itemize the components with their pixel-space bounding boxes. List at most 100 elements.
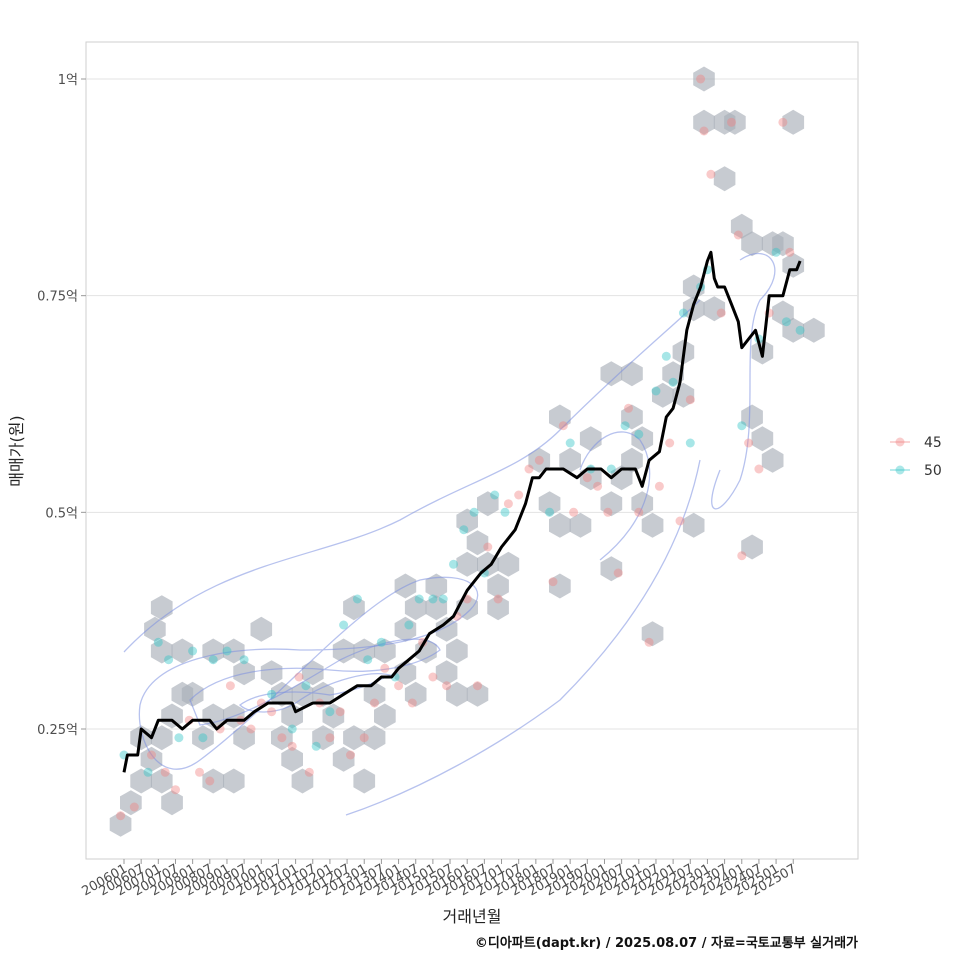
density-contour-lower <box>345 459 701 816</box>
point-50 <box>565 438 575 448</box>
hex-bin <box>343 595 365 621</box>
hex-bin <box>233 660 255 686</box>
density-contours <box>123 253 776 816</box>
hex-bin <box>171 638 194 664</box>
point-45 <box>685 395 695 405</box>
hex-bin <box>291 681 314 707</box>
hex-bin <box>161 703 183 729</box>
hex-bin <box>363 681 386 707</box>
legend-swatch-45 <box>895 437 905 447</box>
hex-bin <box>538 491 561 517</box>
hex-bin <box>394 616 417 642</box>
y-tick-label: 1억 <box>58 73 78 88</box>
point-45 <box>524 464 534 474</box>
hex-bin <box>150 638 173 664</box>
point-45 <box>593 481 603 491</box>
hex-bin <box>724 109 746 135</box>
point-50 <box>174 733 184 743</box>
point-50 <box>311 741 321 751</box>
hex-bin <box>782 109 805 135</box>
point-45 <box>160 767 170 777</box>
point-50 <box>449 559 458 569</box>
hex-bin <box>250 616 273 642</box>
point-50 <box>153 637 163 647</box>
point-50 <box>678 308 688 318</box>
hex-bins <box>109 66 825 837</box>
y-axis-ticks: 0.25억 0.5억 0.75억 1억 <box>37 73 86 738</box>
hex-bin <box>772 231 794 257</box>
hex-bin <box>528 447 551 473</box>
hex-bin <box>631 491 654 517</box>
point-50 <box>352 594 362 604</box>
hex-bin <box>353 768 376 794</box>
point-45 <box>147 750 156 760</box>
point-45 <box>727 117 736 127</box>
point-45 <box>294 672 304 682</box>
point-50 <box>620 421 630 431</box>
y-tick-label: 0.75억 <box>37 290 78 305</box>
hex-bin <box>559 447 581 473</box>
legend: 45 50 <box>890 435 942 479</box>
hex-bin <box>641 621 664 647</box>
hex-bin <box>549 404 571 430</box>
hex-bin <box>150 768 173 794</box>
point-45 <box>394 681 404 691</box>
hex-bin <box>291 768 314 794</box>
legend-item-45: 45 <box>890 435 942 451</box>
hex-bin <box>549 512 571 538</box>
hex-bin <box>741 404 763 430</box>
point-45 <box>737 551 747 561</box>
hex-bin <box>202 768 225 794</box>
point-50 <box>414 594 424 604</box>
point-45 <box>483 542 493 552</box>
hex-bin <box>761 447 784 473</box>
point-45 <box>205 776 215 786</box>
point-50 <box>267 689 277 699</box>
point-45 <box>744 438 754 448</box>
point-50 <box>771 247 781 257</box>
point-45 <box>370 698 379 708</box>
point-45 <box>246 724 256 734</box>
point-45 <box>428 672 438 682</box>
hex-bin <box>404 681 427 707</box>
point-45 <box>277 733 287 743</box>
point-45 <box>785 247 795 257</box>
hex-bin <box>202 638 225 664</box>
point-45 <box>493 594 503 604</box>
hex-bin <box>477 491 499 517</box>
caption: ©디아파트(dapt.kr) / 2025.08.07 / 자료=국토교통부 실… <box>475 935 858 951</box>
hex-bin <box>271 725 293 751</box>
density-contour-inner3 <box>239 673 392 713</box>
point-45 <box>287 741 297 751</box>
point-45 <box>716 308 726 318</box>
point-45 <box>558 421 568 431</box>
point-50 <box>795 325 805 335</box>
point-45 <box>696 74 706 84</box>
point-50 <box>301 681 311 691</box>
point-45 <box>380 663 390 673</box>
hex-bin <box>621 404 643 430</box>
legend-label-45: 45 <box>924 435 942 451</box>
point-50 <box>685 438 695 448</box>
point-45 <box>733 230 743 240</box>
point-45 <box>503 499 513 509</box>
density-contour-inner1 <box>138 576 479 770</box>
hex-bin <box>772 300 794 326</box>
point-45 <box>442 681 452 691</box>
point-45 <box>473 681 482 691</box>
hex-bin <box>425 595 448 621</box>
point-45 <box>359 733 369 743</box>
hex-bin <box>144 616 166 642</box>
point-45 <box>675 516 685 526</box>
hex-bin <box>150 725 173 751</box>
hex-bin <box>343 725 365 751</box>
point-45 <box>569 507 579 517</box>
hex-bin <box>404 595 427 621</box>
point-45 <box>225 681 235 691</box>
hex-bin <box>741 231 763 257</box>
hex-bin <box>181 681 204 707</box>
point-50 <box>239 655 249 665</box>
point-50 <box>428 594 438 604</box>
hex-bin <box>600 556 623 582</box>
